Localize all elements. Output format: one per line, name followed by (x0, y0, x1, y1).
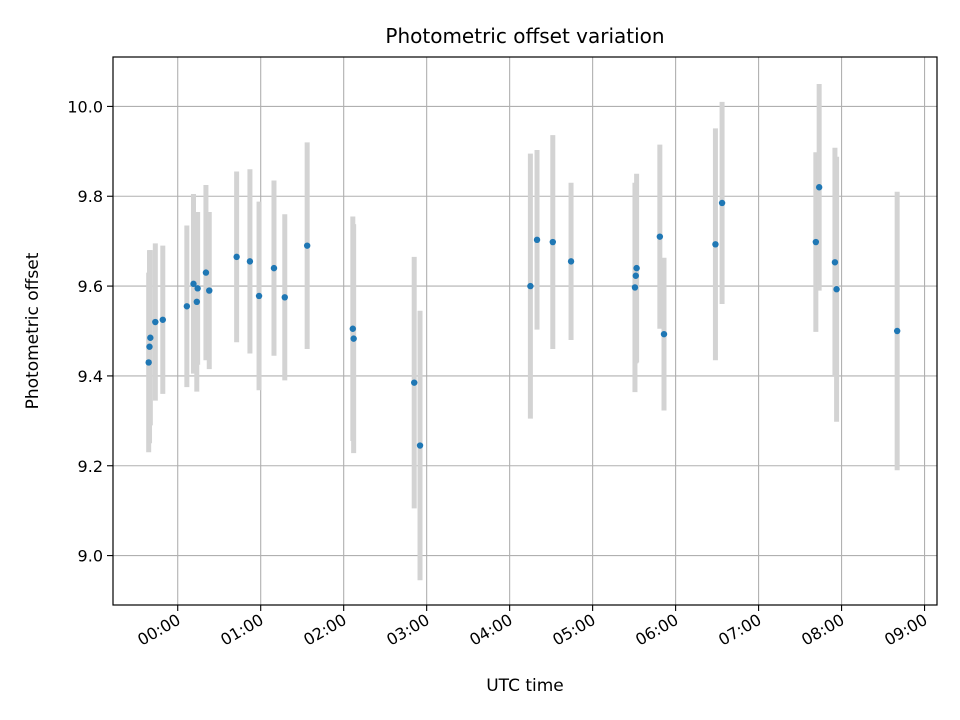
x-axis-label: UTC time (486, 676, 564, 696)
chart-title: Photometric offset variation (385, 24, 664, 48)
y-tick-label: 10.0 (67, 97, 103, 116)
data-point (206, 287, 213, 294)
data-point (831, 259, 839, 266)
data-point (815, 184, 823, 191)
data-point (233, 253, 240, 261)
data-point (145, 359, 152, 366)
data-point (281, 294, 288, 301)
y-tick-label: 9.0 (78, 547, 103, 566)
data-point (712, 241, 719, 248)
data-point (349, 325, 357, 332)
data-point (633, 264, 640, 272)
data-point (190, 280, 197, 288)
data-point (656, 233, 664, 240)
data-point (270, 264, 278, 272)
y-axis-ticks: 9.0 9.2 9.4 9.6 9.8 10.0 (67, 97, 113, 566)
data-point (146, 343, 153, 350)
data-point (660, 330, 668, 338)
data-points (145, 184, 901, 449)
data-point (631, 284, 639, 291)
plot-frame (112, 56, 938, 606)
data-point (303, 242, 311, 249)
data-point (152, 318, 159, 326)
data-point (533, 236, 541, 244)
data-point (411, 379, 418, 386)
data-point (193, 298, 201, 306)
data-point (416, 442, 424, 449)
data-point (567, 258, 575, 265)
y-tick-label: 9.8 (78, 187, 103, 206)
data-point (255, 292, 263, 300)
data-point (147, 334, 154, 341)
y-axis-label: Photometric offset (23, 252, 43, 409)
y-tick-label: 9.4 (78, 367, 103, 386)
data-point (893, 327, 901, 335)
grid (113, 57, 937, 605)
data-point (632, 272, 639, 279)
data-point (246, 258, 254, 265)
data-point (833, 286, 840, 293)
data-point (718, 199, 726, 207)
data-point (194, 285, 201, 292)
data-point (159, 316, 166, 323)
data-point (812, 238, 820, 246)
y-tick-label: 9.6 (78, 277, 103, 296)
data-point (549, 238, 556, 246)
data-point (350, 335, 357, 342)
y-tick-label: 9.2 (78, 457, 103, 476)
data-point (183, 303, 191, 310)
data-point (527, 282, 534, 290)
data-point (202, 269, 210, 276)
